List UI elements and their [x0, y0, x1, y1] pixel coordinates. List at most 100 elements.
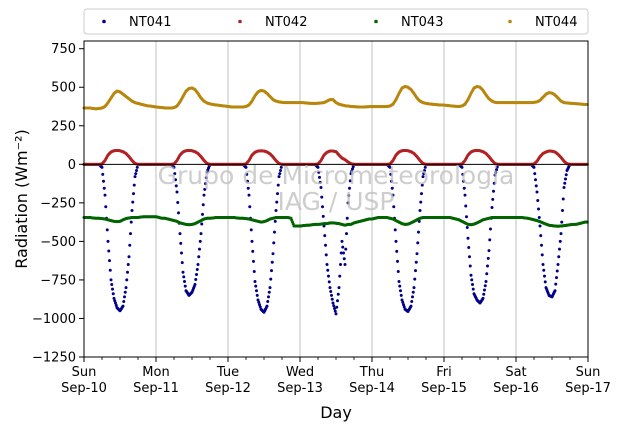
data-point-NT041 — [100, 165, 104, 169]
data-point-NT041 — [487, 249, 491, 253]
data-point-NT041 — [123, 290, 127, 294]
data-point-NT041 — [204, 182, 207, 186]
data-point-NT041 — [102, 179, 105, 183]
data-point-NT041 — [173, 172, 177, 176]
data-point-NT041 — [332, 304, 336, 308]
data-point-NT041 — [532, 165, 536, 169]
watermark-line-2: IAG / USP — [278, 187, 395, 216]
data-point-NT041 — [340, 239, 344, 243]
data-point-NT041 — [256, 298, 260, 302]
data-point-NT041 — [394, 239, 398, 243]
data-point-NT041 — [111, 287, 114, 291]
data-point-NT041 — [106, 239, 110, 243]
data-point-NT041 — [245, 172, 249, 176]
data-point-NT041 — [483, 284, 487, 288]
data-point-NT041 — [178, 232, 182, 236]
data-point-NT041 — [197, 255, 201, 259]
series-NT044 — [82, 84, 589, 111]
data-point-NT041 — [268, 286, 272, 290]
data-point-NT041 — [482, 292, 486, 296]
data-point-NT041 — [275, 200, 279, 204]
data-point-NT041 — [461, 172, 465, 176]
data-point-NT041 — [397, 279, 401, 283]
data-point-NT041 — [252, 259, 255, 263]
data-point-NT041 — [542, 268, 546, 272]
data-point-NT041 — [402, 303, 405, 307]
data-point-NT041 — [561, 209, 564, 213]
data-point-NT041 — [324, 243, 327, 247]
data-point-NT041 — [560, 220, 564, 224]
data-point-NT041 — [132, 183, 136, 187]
data-point-NT041 — [485, 272, 489, 276]
data-point-NT041 — [492, 181, 496, 185]
data-point-NT041 — [543, 274, 546, 278]
y-axis: −1250 −1000 −750 −500 −250 0 250 500 750 — [32, 42, 84, 366]
data-point-NT041 — [471, 283, 474, 287]
data-point-NT041 — [558, 247, 561, 251]
data-point-NT041 — [492, 189, 495, 193]
data-point-NT041 — [330, 293, 333, 297]
data-point-NT041 — [345, 216, 349, 220]
data-point-NT041 — [346, 201, 350, 205]
data-point-NT041 — [319, 185, 323, 189]
data-point-NT041 — [128, 243, 132, 247]
data-point-NT041 — [465, 226, 469, 230]
data-point-NT041 — [470, 278, 474, 282]
data-point-NT041 — [113, 299, 117, 303]
data-point-NT041 — [114, 301, 117, 305]
data-point-NT041 — [176, 200, 180, 204]
data-point-NT041 — [318, 180, 322, 184]
data-point-NT041 — [108, 268, 112, 272]
data-point-NT041 — [536, 199, 540, 203]
data-point-NT041 — [341, 245, 345, 249]
data-point-NT041 — [195, 273, 198, 277]
data-point-NT041 — [554, 282, 558, 286]
data-point-NT041 — [415, 252, 419, 256]
data-point-NT041 — [486, 264, 489, 268]
data-point-NT041 — [413, 277, 417, 281]
data-point-NT041 — [333, 309, 337, 313]
data-point-NT041 — [135, 165, 139, 169]
data-point-NT041 — [491, 197, 495, 201]
data-point-NT041 — [270, 269, 273, 273]
y-tick-label: 250 — [51, 119, 76, 134]
data-point-NT041 — [538, 224, 542, 228]
data-point-NT041 — [258, 305, 262, 309]
data-point-NT041 — [254, 284, 258, 288]
data-point-NT041 — [558, 239, 562, 243]
data-point-NT041 — [270, 260, 274, 264]
data-point-NT041 — [399, 293, 403, 297]
data-point-NT041 — [342, 251, 345, 255]
data-point-NT041 — [462, 186, 466, 190]
data-point-NT041 — [344, 247, 348, 251]
data-point-NT041 — [273, 230, 276, 234]
data-point-NT041 — [390, 179, 393, 183]
data-point-NT041 — [469, 273, 473, 277]
data-point-NT041 — [489, 227, 492, 231]
data-point-NT041 — [321, 214, 325, 218]
data-point-NT041 — [201, 212, 204, 216]
data-point-NT041 — [416, 241, 420, 245]
data-point-NT041 — [200, 222, 204, 226]
data-point-NT041 — [203, 187, 207, 191]
data-point-NT041 — [249, 228, 253, 232]
x-tick-label-day: Tue — [216, 365, 239, 380]
x-tick-label-date: Sep-14 — [349, 381, 395, 396]
data-point-NT041 — [349, 172, 353, 176]
x-tick-label-date: Sep-17 — [565, 381, 611, 396]
data-point-NT041 — [199, 232, 203, 236]
data-point-NT041 — [539, 234, 543, 238]
data-point-NT041 — [317, 170, 321, 174]
data-point-NT041 — [107, 249, 111, 253]
data-point-NT041 — [123, 295, 126, 299]
data-point-NT041 — [409, 304, 413, 308]
data-point-NT041 — [328, 286, 332, 290]
legend-marker-NT042 — [238, 19, 242, 24]
x-tick-label-day: Mon — [142, 365, 169, 380]
data-point-NT041 — [321, 205, 324, 209]
data-point-NT041 — [105, 228, 109, 232]
data-point-NT041 — [555, 276, 558, 280]
x-tick-label-date: Sep-10 — [61, 381, 107, 396]
data-point-NT041 — [533, 172, 537, 176]
